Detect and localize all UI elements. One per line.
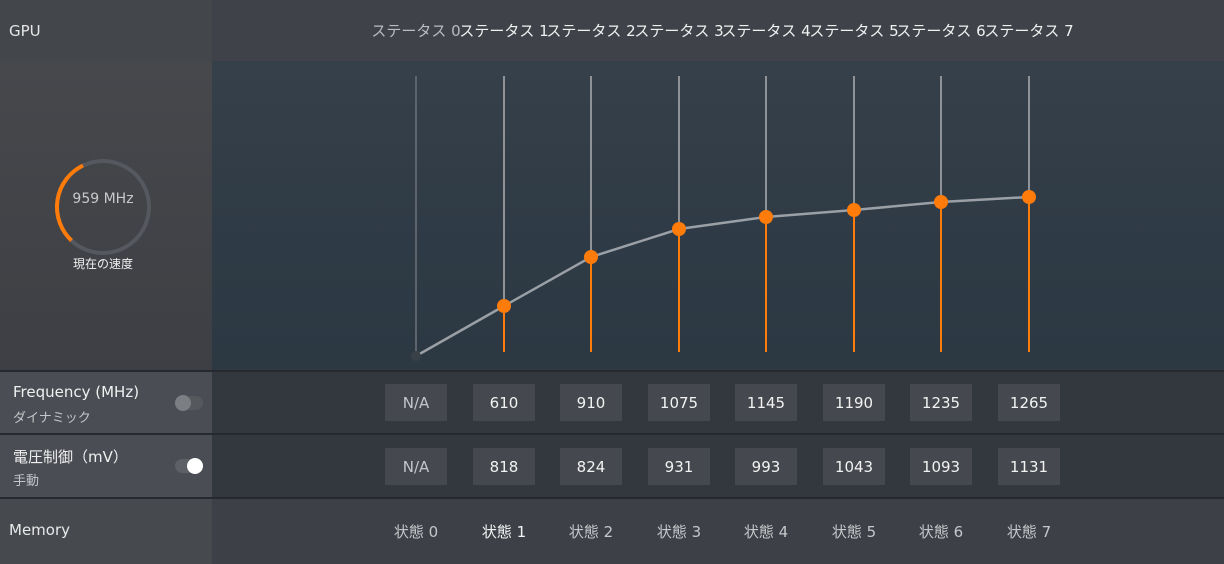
- state-label-7: ステータス 7: [984, 22, 1074, 40]
- voltage-cell-6[interactable]: 1093: [910, 448, 972, 485]
- toggle-knob: [187, 458, 203, 474]
- handle-state-1[interactable]: [497, 299, 511, 313]
- voltage-cell-2[interactable]: 824: [560, 448, 622, 485]
- frequency-curve-chart: [212, 61, 1224, 372]
- voltage-cell-3[interactable]: 931: [648, 448, 710, 485]
- frequency-cell-7[interactable]: 1265: [998, 384, 1060, 421]
- frequency-cell-1[interactable]: 610: [473, 384, 535, 421]
- current-speed-caption: 現在の速度: [72, 257, 133, 271]
- voltage-row-label: 電圧制御（mV） 手動: [0, 435, 212, 497]
- voltage-cell-7[interactable]: 1131: [998, 448, 1060, 485]
- state-label-1: ステータス 1: [459, 22, 549, 40]
- memory-state-7[interactable]: 状態 7: [1006, 523, 1052, 541]
- handle-state-2[interactable]: [584, 250, 598, 264]
- frequency-mode: ダイナミック: [13, 411, 91, 426]
- memory-state-3[interactable]: 状態 3: [656, 523, 702, 541]
- speed-gauge-icon: [54, 159, 151, 255]
- memory-section-title: Memory: [9, 521, 71, 539]
- frequency-cell-5[interactable]: 1190: [823, 384, 885, 421]
- handle-state-0: [411, 351, 421, 361]
- frequency-curve-svg: [411, 76, 1036, 361]
- state-label-0: ステータス 0: [371, 22, 461, 40]
- frequency-cell-3[interactable]: 1075: [648, 384, 710, 421]
- voltage-cell-1[interactable]: 818: [473, 448, 535, 485]
- voltage-values-row: [212, 435, 1224, 497]
- divider: [0, 370, 1224, 372]
- toggle-knob: [175, 395, 191, 411]
- state-label-4: ステータス 4: [721, 22, 811, 40]
- state-label-2: ステータス 2: [546, 22, 636, 40]
- state-label-6: ステータス 6: [896, 22, 986, 40]
- frequency-row-label: Frequency (MHz) ダイナミック: [0, 372, 212, 433]
- memory-state-2[interactable]: 状態 2: [568, 523, 614, 541]
- handle-state-5[interactable]: [847, 203, 861, 217]
- memory-header: Memory: [0, 499, 212, 564]
- handle-state-6[interactable]: [934, 195, 948, 209]
- frequency-values-row: [212, 372, 1224, 433]
- frequency-mode-toggle[interactable]: [175, 395, 203, 411]
- handle-state-7[interactable]: [1022, 190, 1036, 204]
- gpu-header: GPU: [0, 0, 212, 61]
- memory-state-row: [212, 499, 1224, 564]
- frequency-cell-2[interactable]: 910: [560, 384, 622, 421]
- frequency-title: Frequency (MHz): [13, 383, 140, 401]
- voltage-title: 電圧制御（mV）: [13, 448, 128, 466]
- voltage-cell-5[interactable]: 1043: [823, 448, 885, 485]
- frequency-curve-line: [415, 195, 1030, 358]
- divider: [0, 497, 1224, 499]
- voltage-mode: 手動: [13, 474, 40, 489]
- handle-state-3[interactable]: [672, 222, 686, 236]
- memory-state-4[interactable]: 状態 4: [743, 523, 789, 541]
- memory-state-1[interactable]: 状態 1: [481, 523, 527, 541]
- frequency-cell-0: N/A: [385, 384, 447, 421]
- memory-state-0[interactable]: 状態 0: [393, 523, 439, 541]
- voltage-mode-toggle[interactable]: [175, 458, 203, 474]
- memory-state-5[interactable]: 状態 5: [831, 523, 877, 541]
- state-header-row: [212, 0, 1224, 61]
- divider: [0, 433, 1224, 435]
- state-label-3: ステータス 3: [634, 22, 724, 40]
- frequency-cell-4[interactable]: 1145: [735, 384, 797, 421]
- gpu-section-title: GPU: [9, 21, 41, 40]
- voltage-cell-0: N/A: [385, 448, 447, 485]
- frequency-cell-6[interactable]: 1235: [910, 384, 972, 421]
- current-speed-value: 959 MHz: [72, 191, 134, 207]
- handle-state-4[interactable]: [759, 210, 773, 224]
- current-speed-gauge-panel: 959 MHz 現在の速度: [0, 61, 212, 372]
- voltage-cell-4[interactable]: 993: [735, 448, 797, 485]
- memory-state-6[interactable]: 状態 6: [918, 523, 964, 541]
- state-label-5: ステータス 5: [809, 22, 899, 40]
